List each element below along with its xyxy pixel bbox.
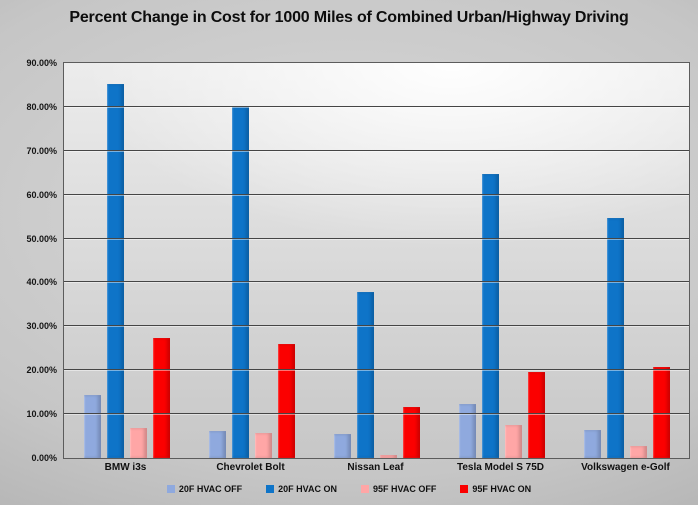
bar-95f-hvac-on: [277, 343, 295, 458]
gridline-30: [64, 325, 689, 327]
legend-item-20f-hvac-on: 20F HVAC ON: [266, 484, 337, 494]
gridline-40: [64, 281, 689, 283]
gridline-10: [64, 413, 689, 415]
plot-area: 0.00% 10.00% 20.00% 30.00% 40.00% 50.00% 60.00…: [26, 58, 690, 463]
bars-layer: [64, 63, 689, 458]
bar-20f-hvac-on: [356, 292, 374, 458]
gridline-80: [64, 105, 689, 107]
bar-95f-hvac-on: [527, 371, 545, 458]
bar-95f-hvac-off: [504, 425, 522, 458]
y-tick-label-30: 30.00%: [26, 321, 57, 332]
category-axis: BMW i3s Chevrolet Bolt Nissan Leaf Tesla Mo…: [63, 462, 688, 473]
bar-group-nissan-leaf: [314, 63, 439, 458]
legend-label: 95F HVAC OFF: [373, 484, 437, 494]
y-tick-label-90: 90.00%: [26, 58, 57, 68]
legend-swatch-icon: [266, 485, 275, 493]
legend-swatch-icon: [166, 485, 175, 493]
bar-95f-hvac-off: [629, 446, 647, 458]
x-category-label: BMW i3s: [104, 462, 147, 473]
legend-swatch-icon: [460, 485, 469, 493]
y-tick-label-20: 20.00%: [26, 365, 57, 376]
bar-20f-hvac-on: [106, 83, 124, 458]
bar-20f-hvac-off: [208, 430, 226, 458]
bar-20f-hvac-on: [481, 174, 499, 458]
y-tick-label-60: 60.00%: [26, 189, 57, 200]
bar-95f-hvac-on: [402, 407, 420, 458]
x-category-label: Nissan Leaf: [347, 462, 404, 473]
bar-95f-hvac-on: [652, 367, 670, 458]
legend-label: 95F HVAC ON: [472, 484, 532, 494]
bar-group-bmw-i3s: [64, 63, 189, 458]
bar-20f-hvac-off: [583, 429, 601, 458]
y-tick-label-10: 10.00%: [26, 409, 57, 420]
bar-group-tesla-model-s-75d: [439, 63, 564, 458]
bar-95f-hvac-off: [129, 427, 147, 458]
gridline-50: [64, 237, 689, 239]
legend-item-95f-hvac-off: 95F HVAC OFF: [361, 484, 436, 494]
bar-20f-hvac-off: [458, 403, 476, 458]
gridline-20: [64, 369, 689, 371]
bar-95f-hvac-on: [152, 337, 170, 458]
y-tick-label-40: 40.00%: [26, 277, 57, 288]
bar-95f-hvac-off: [254, 433, 272, 458]
y-tick-label-80: 80.00%: [26, 101, 57, 112]
bar-20f-hvac-on: [606, 217, 624, 458]
gridline-70: [64, 149, 689, 151]
legend: 20F HVAC OFF 20F HVAC ON 95F HVAC OFF 95F H…: [0, 484, 698, 494]
bar-95f-hvac-off: [379, 454, 397, 458]
x-category-label: Volkswagen e-Golf: [581, 462, 670, 473]
y-tick-label-0: 0.00%: [31, 453, 57, 463]
legend-item-20f-hvac-off: 20F HVAC OFF: [166, 484, 243, 494]
y-tick-label-70: 70.00%: [26, 145, 57, 156]
bar-group-volkswagen-e-golf: [564, 63, 689, 458]
bar-group-chevrolet-bolt: [189, 63, 314, 458]
x-category-label: Chevrolet Bolt: [216, 462, 285, 473]
legend-swatch-icon: [361, 485, 369, 493]
gridline-60: [64, 193, 689, 195]
legend-label: 20F HVAC ON: [278, 484, 337, 494]
legend-label: 20F HVAC OFF: [178, 484, 243, 494]
y-tick-label-50: 50.00%: [26, 233, 57, 244]
x-category-label: Tesla Model S 75D: [456, 462, 545, 473]
chart-title: Percent Change in Cost for 1000 Miles of…: [69, 9, 629, 26]
bar-20f-hvac-off: [83, 394, 101, 458]
legend-item-95f-hvac-on: 95F HVAC ON: [460, 484, 531, 494]
bar-20f-hvac-off: [333, 434, 351, 458]
